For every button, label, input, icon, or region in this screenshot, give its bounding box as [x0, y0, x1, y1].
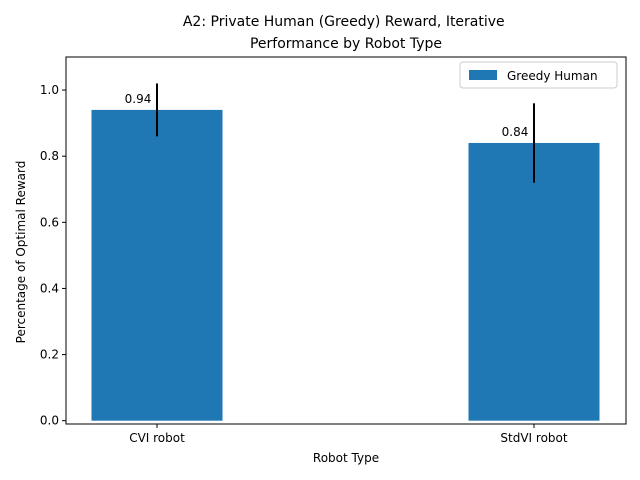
- y-tick-label: 1.0: [40, 83, 59, 97]
- legend-frame: [459, 61, 618, 89]
- value-label-stdvi-robot: 0.84: [502, 125, 529, 139]
- plot-area: 0.94 CVI robot 0.84 StdVI robot 0.0 0.2 0.4 0.6…: [40, 56, 627, 445]
- y-tick-label: 0.0: [40, 414, 59, 428]
- legend-swatch: [469, 70, 497, 80]
- axes-frame: [65, 56, 627, 425]
- y-axis-label: Percentage of Optimal Reward: [14, 161, 28, 344]
- x-axis-label: Robot Type: [313, 451, 379, 465]
- x-tick-label-stdvi-robot: StdVI robot: [500, 431, 567, 445]
- bar-stdvi-robot: [468, 142, 600, 421]
- bar-cvi-robot: [91, 109, 223, 421]
- x-tick-label-cvi-robot: CVI robot: [129, 431, 185, 445]
- value-label-cvi-robot: 0.94: [125, 92, 152, 106]
- y-tick-label: 0.6: [40, 215, 59, 229]
- y-tick-label: 0.4: [40, 281, 59, 295]
- y-tick-label: 0.2: [40, 348, 59, 362]
- chart-title-line-2: Performance by Robot Type: [250, 36, 442, 52]
- chart-title-line-1: A2: Private Human (Greedy) Reward, Itera…: [183, 14, 505, 30]
- y-tick-label: 0.8: [40, 149, 59, 163]
- legend-label-greedy-human: Greedy Human: [507, 69, 598, 83]
- legend: Greedy Human: [459, 61, 618, 89]
- chart-title: A2: Private Human (Greedy) Reward, Itera…: [183, 14, 509, 52]
